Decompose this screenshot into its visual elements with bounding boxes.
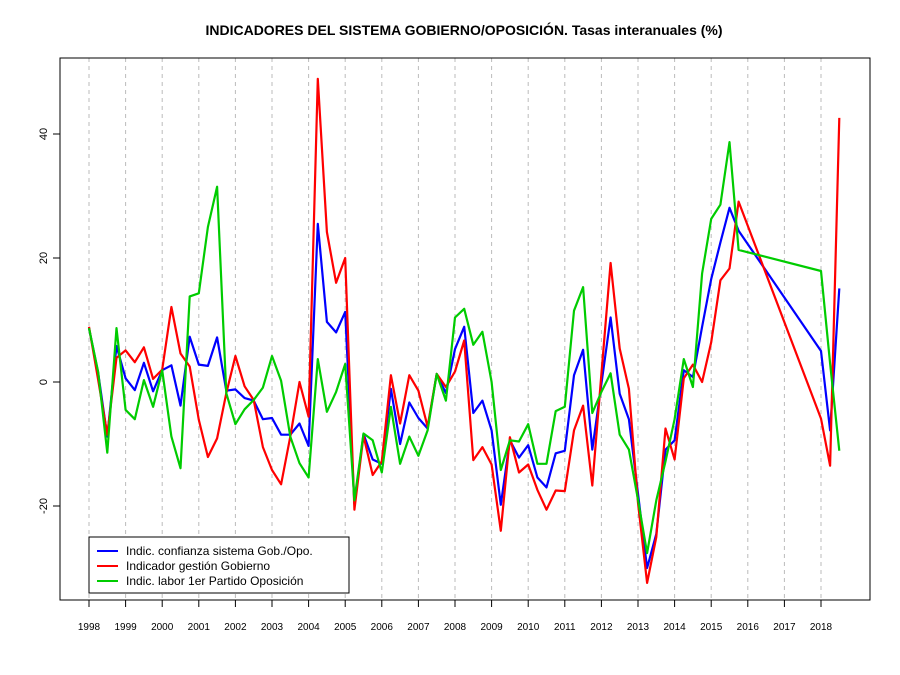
y-tick-label: 0 (38, 379, 50, 385)
x-tick-label: 2001 (188, 622, 211, 633)
x-tick-label: 2017 (773, 622, 796, 633)
x-tick-label: 2011 (554, 622, 576, 633)
x-tick-label: 2015 (700, 622, 723, 633)
grid-lines (88, 58, 822, 600)
x-tick-label: 2007 (407, 622, 430, 633)
series-line-0 (87, 206, 841, 570)
x-tick-label: 2012 (590, 622, 613, 633)
x-tick-label: 2006 (371, 622, 394, 633)
x-tick-label: 2009 (480, 622, 503, 633)
x-axis: 1998 1999 2000 2001 2002 2003 2004 2005 2006 2007… (78, 600, 833, 633)
x-tick-label: 2004 (297, 622, 320, 633)
x-tick-label: 2002 (224, 622, 247, 633)
series-line-2 (87, 141, 841, 555)
x-tick-label: 2010 (517, 622, 540, 633)
x-tick-label: 2013 (627, 622, 650, 633)
y-axis: -20 0 20 40 (38, 128, 60, 514)
y-tick-label: 40 (38, 128, 50, 140)
legend: Indic. confianza sistema Gob./Opo. Indic… (88, 536, 350, 594)
x-tick-label: 2003 (261, 622, 284, 633)
x-tick-label: 1999 (114, 622, 137, 633)
legend-box (88, 536, 350, 594)
chart-title: INDICADORES DEL SISTEMA GOBIERNO/OPOSICI… (205, 21, 722, 38)
y-tick-label: 20 (38, 252, 50, 264)
series-lines (87, 77, 841, 585)
x-tick-label: 1998 (78, 622, 101, 633)
x-tick-label: 2005 (334, 622, 357, 633)
plot-frame (59, 57, 871, 601)
y-tick-label: -20 (38, 498, 50, 514)
x-tick-label: 2018 (810, 622, 833, 633)
x-tick-label: 2014 (663, 622, 686, 633)
legend-label: Indic. labor 1er Partido Oposición (126, 574, 303, 588)
x-tick-label: 2016 (737, 622, 760, 633)
x-tick-label: 2008 (444, 622, 467, 633)
legend-label: Indic. confianza sistema Gob./Opo. (126, 544, 313, 558)
x-tick-label: 2000 (151, 622, 174, 633)
legend-label: Indicador gestión Gobierno (126, 559, 270, 573)
